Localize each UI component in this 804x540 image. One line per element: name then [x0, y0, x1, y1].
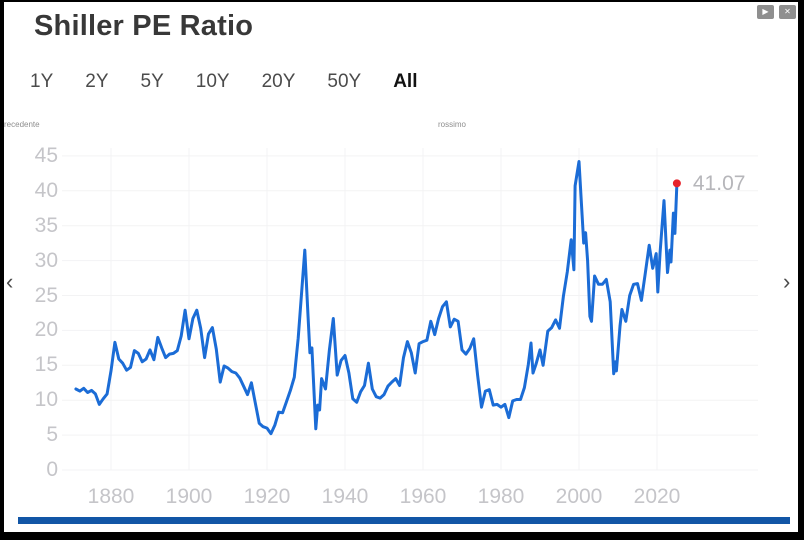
pe-ratio-line	[74, 160, 679, 436]
y-tick-0: 0	[46, 458, 58, 481]
y-tick-20: 20	[34, 318, 58, 342]
page-title: Shiller PE Ratio	[34, 10, 254, 42]
range-50y[interactable]: 50Y	[327, 71, 362, 92]
y-tick-35: 35	[34, 213, 58, 237]
range-10y[interactable]: 10Y	[195, 71, 230, 92]
play-icon[interactable]: ▶	[757, 5, 774, 19]
bottom-scrollbar[interactable]	[18, 517, 790, 524]
x-tick-2000: 2000	[555, 485, 603, 508]
x-tick-2020: 2020	[633, 485, 681, 508]
prev-caption: recedente	[4, 120, 40, 129]
x-tick-1900: 1900	[165, 485, 213, 508]
x-tick-1980: 1980	[477, 485, 525, 508]
chart-panel	[4, 2, 798, 532]
range-20y[interactable]: 20Y	[261, 71, 296, 92]
y-tick-15: 15	[34, 353, 58, 377]
range-selector: 1Y 2Y 5Y 10Y 20Y 50Y All	[30, 71, 417, 93]
y-tick-30: 30	[34, 248, 58, 272]
close-icon[interactable]: ✕	[779, 5, 796, 19]
last-value-marker	[672, 179, 681, 188]
y-tick-45: 45	[34, 143, 58, 167]
y-tick-10: 10	[34, 388, 58, 412]
range-all[interactable]: All	[393, 71, 418, 92]
chevron-right-icon[interactable]: ›	[783, 269, 791, 294]
x-tick-1960: 1960	[399, 485, 447, 508]
y-tick-5: 5	[46, 423, 58, 447]
chevron-left-icon[interactable]: ‹	[6, 269, 14, 294]
y-tick-25: 25	[34, 283, 58, 307]
window-controls: ▶ ✕	[757, 5, 796, 19]
next-caption: rossimo	[438, 120, 467, 129]
x-tick-1940: 1940	[321, 485, 369, 508]
range-5y[interactable]: 5Y	[140, 71, 164, 92]
x-tick-1920: 1920	[243, 485, 291, 508]
range-1y[interactable]: 1Y	[30, 71, 54, 92]
current-value-label: 41.07	[692, 172, 746, 196]
y-tick-40: 40	[34, 178, 58, 202]
range-2y[interactable]: 2Y	[85, 71, 109, 92]
x-tick-1880: 1880	[87, 485, 135, 508]
